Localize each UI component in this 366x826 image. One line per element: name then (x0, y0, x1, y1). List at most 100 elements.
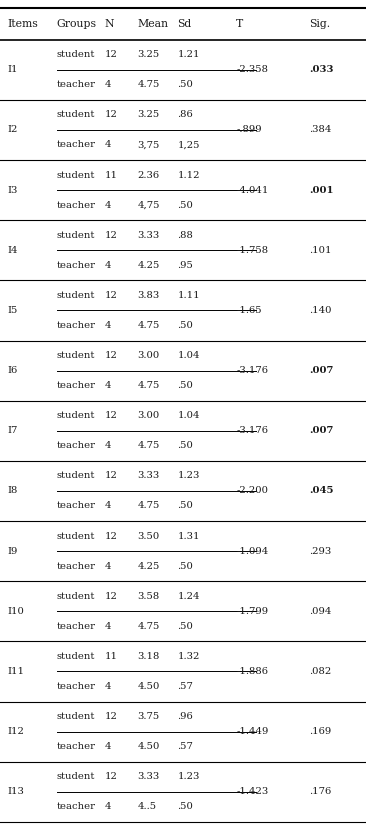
Text: 1.04: 1.04 (178, 411, 200, 420)
Text: Sig.: Sig. (309, 19, 330, 29)
Text: 12: 12 (104, 230, 117, 240)
Text: I11: I11 (7, 667, 24, 676)
Text: 3.75: 3.75 (137, 712, 160, 721)
Text: 4: 4 (104, 381, 111, 390)
Text: student: student (57, 652, 95, 661)
Text: 3.00: 3.00 (137, 351, 160, 360)
Text: .50: .50 (178, 201, 193, 210)
Text: student: student (57, 712, 95, 721)
Text: 3.18: 3.18 (137, 652, 160, 661)
Text: 4.75: 4.75 (137, 80, 160, 89)
Text: 1,25: 1,25 (178, 140, 200, 150)
Text: 4: 4 (104, 682, 111, 691)
Text: teacher: teacher (57, 140, 96, 150)
Text: 1.04: 1.04 (178, 351, 200, 360)
Text: student: student (57, 532, 95, 540)
Text: I12: I12 (7, 727, 24, 736)
Text: .50: .50 (178, 441, 193, 450)
Text: 3.33: 3.33 (137, 772, 160, 781)
Text: student: student (57, 772, 95, 781)
Text: 4: 4 (104, 802, 111, 811)
Text: 4: 4 (104, 140, 111, 150)
Text: teacher: teacher (57, 381, 96, 390)
Text: teacher: teacher (57, 441, 96, 450)
Text: 12: 12 (104, 591, 117, 601)
Text: 4.75: 4.75 (137, 501, 160, 510)
Text: .50: .50 (178, 381, 193, 390)
Text: I4: I4 (7, 246, 18, 254)
Text: 12: 12 (104, 351, 117, 360)
Text: .95: .95 (178, 261, 193, 270)
Text: teacher: teacher (57, 201, 96, 210)
Text: 3.25: 3.25 (137, 50, 160, 59)
Text: 12: 12 (104, 50, 117, 59)
Text: .50: .50 (178, 80, 193, 89)
Text: 4..5: 4..5 (137, 802, 156, 811)
Text: .007: .007 (309, 366, 334, 375)
Text: student: student (57, 291, 95, 300)
Text: .384: .384 (309, 126, 332, 135)
Text: 1.31: 1.31 (178, 532, 200, 540)
Text: .007: .007 (309, 426, 334, 435)
Text: 11: 11 (104, 652, 117, 661)
Text: .88: .88 (178, 230, 193, 240)
Text: I8: I8 (7, 487, 18, 496)
Text: .033: .033 (309, 65, 334, 74)
Text: Mean: Mean (137, 19, 168, 29)
Text: .57: .57 (178, 682, 193, 691)
Text: N: N (104, 19, 114, 29)
Text: 3.50: 3.50 (137, 532, 160, 540)
Text: 4: 4 (104, 562, 111, 571)
Text: .86: .86 (178, 111, 193, 120)
Text: 12: 12 (104, 111, 117, 120)
Text: 12: 12 (104, 712, 117, 721)
Text: .001: .001 (309, 186, 334, 195)
Text: .50: .50 (178, 802, 193, 811)
Text: 4: 4 (104, 742, 111, 751)
Text: 12: 12 (104, 772, 117, 781)
Text: 1.12: 1.12 (178, 170, 200, 179)
Text: teacher: teacher (57, 321, 96, 330)
Text: Sd: Sd (178, 19, 192, 29)
Text: I6: I6 (7, 366, 18, 375)
Text: I10: I10 (7, 607, 24, 615)
Text: 3.33: 3.33 (137, 472, 160, 481)
Text: 3.58: 3.58 (137, 591, 160, 601)
Text: .140: .140 (309, 306, 332, 315)
Text: I13: I13 (7, 787, 24, 796)
Text: student: student (57, 230, 95, 240)
Text: 4: 4 (104, 321, 111, 330)
Text: teacher: teacher (57, 501, 96, 510)
Text: -4.041: -4.041 (236, 186, 268, 195)
Text: 1.11: 1.11 (178, 291, 200, 300)
Text: I3: I3 (7, 186, 18, 195)
Text: 1.21: 1.21 (178, 50, 200, 59)
Text: I1: I1 (7, 65, 18, 74)
Text: 4: 4 (104, 261, 111, 270)
Text: -1.758: -1.758 (236, 246, 268, 254)
Text: .96: .96 (178, 712, 193, 721)
Text: Items: Items (7, 19, 38, 29)
Text: teacher: teacher (57, 622, 96, 631)
Text: .082: .082 (309, 667, 332, 676)
Text: teacher: teacher (57, 682, 96, 691)
Text: -1.449: -1.449 (236, 727, 268, 736)
Text: student: student (57, 591, 95, 601)
Text: .101: .101 (309, 246, 332, 254)
Text: 1.32: 1.32 (178, 652, 200, 661)
Text: 3,75: 3,75 (137, 140, 160, 150)
Text: Groups: Groups (57, 19, 97, 29)
Text: 4: 4 (104, 201, 111, 210)
Text: 4.25: 4.25 (137, 562, 160, 571)
Text: student: student (57, 111, 95, 120)
Text: -3.176: -3.176 (236, 426, 268, 435)
Text: 12: 12 (104, 291, 117, 300)
Text: 4.75: 4.75 (137, 441, 160, 450)
Text: 3.33: 3.33 (137, 230, 160, 240)
Text: 4: 4 (104, 80, 111, 89)
Text: teacher: teacher (57, 80, 96, 89)
Text: teacher: teacher (57, 742, 96, 751)
Text: -2.200: -2.200 (236, 487, 268, 496)
Text: 3.83: 3.83 (137, 291, 160, 300)
Text: teacher: teacher (57, 802, 96, 811)
